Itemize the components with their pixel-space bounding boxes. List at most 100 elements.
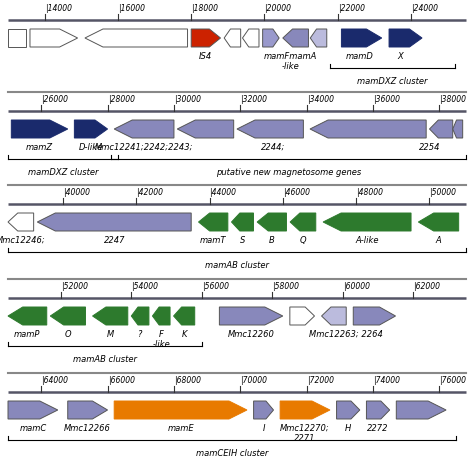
Polygon shape (321, 307, 346, 325)
Text: |26000: |26000 (41, 95, 68, 104)
Text: mamT: mamT (200, 236, 227, 245)
Polygon shape (8, 307, 47, 325)
Text: |44000: |44000 (210, 188, 237, 197)
Text: |72000: |72000 (307, 376, 334, 385)
Polygon shape (237, 120, 303, 138)
Polygon shape (310, 29, 327, 47)
Text: |18000: |18000 (191, 4, 218, 13)
Text: O: O (64, 330, 71, 339)
Text: H: H (345, 424, 351, 433)
Text: mamDXZ cluster: mamDXZ cluster (27, 168, 98, 177)
Text: Mmc12260: Mmc12260 (228, 330, 274, 339)
Polygon shape (74, 120, 108, 138)
Text: 2254: 2254 (419, 143, 440, 152)
Polygon shape (341, 29, 382, 47)
Polygon shape (453, 120, 463, 138)
Polygon shape (254, 401, 273, 419)
Text: |60000: |60000 (343, 282, 370, 291)
Polygon shape (199, 213, 228, 231)
Text: Mmc12241;2242;2243;: Mmc12241;2242;2243; (95, 143, 193, 152)
Text: |22000: |22000 (338, 4, 365, 13)
Polygon shape (243, 29, 259, 47)
Text: |66000: |66000 (108, 376, 135, 385)
Text: |24000: |24000 (411, 4, 438, 13)
Text: |46000: |46000 (283, 188, 310, 197)
Polygon shape (131, 307, 149, 325)
Text: Mmc12263; 2264: Mmc12263; 2264 (309, 330, 383, 339)
Polygon shape (85, 29, 188, 47)
Polygon shape (114, 401, 247, 419)
Text: X: X (397, 52, 403, 61)
Polygon shape (310, 120, 426, 138)
Text: mamAB cluster: mamAB cluster (205, 261, 269, 270)
Text: K: K (182, 330, 187, 339)
Text: |68000: |68000 (174, 376, 201, 385)
Text: |14000: |14000 (45, 4, 72, 13)
Text: |70000: |70000 (240, 376, 267, 385)
Polygon shape (30, 29, 78, 47)
Polygon shape (114, 120, 174, 138)
Text: |28000: |28000 (108, 95, 135, 104)
Text: IS4: IS4 (199, 52, 212, 61)
Text: mamDXZ cluster: mamDXZ cluster (357, 77, 428, 86)
Text: mamE: mamE (167, 424, 194, 433)
Text: Q: Q (300, 236, 306, 245)
Polygon shape (280, 401, 330, 419)
Text: |54000: |54000 (131, 282, 158, 291)
Text: |58000: |58000 (272, 282, 299, 291)
Text: |52000: |52000 (61, 282, 88, 291)
Polygon shape (92, 307, 128, 325)
Polygon shape (8, 29, 27, 47)
Polygon shape (37, 213, 191, 231)
Text: |48000: |48000 (356, 188, 383, 197)
Text: S: S (240, 236, 245, 245)
Polygon shape (11, 120, 68, 138)
Polygon shape (290, 213, 316, 231)
Polygon shape (68, 401, 108, 419)
Polygon shape (353, 307, 395, 325)
Polygon shape (177, 120, 234, 138)
Text: Mmc12266: Mmc12266 (64, 424, 111, 433)
Text: M: M (107, 330, 114, 339)
Polygon shape (224, 29, 241, 47)
Text: mamD: mamD (346, 52, 374, 61)
Polygon shape (8, 401, 58, 419)
Text: 2272: 2272 (367, 424, 389, 433)
Text: mamZ: mamZ (26, 143, 53, 152)
Text: mamCEIH cluster: mamCEIH cluster (196, 449, 268, 458)
Text: |20000: |20000 (264, 4, 292, 13)
Text: mamP: mamP (14, 330, 41, 339)
Text: Mmc12246;: Mmc12246; (0, 236, 46, 245)
Text: |30000: |30000 (174, 95, 201, 104)
Text: |32000: |32000 (240, 95, 267, 104)
Polygon shape (366, 401, 390, 419)
Text: A-like: A-like (356, 236, 379, 245)
Polygon shape (153, 307, 170, 325)
Text: ?: ? (138, 330, 142, 339)
Text: 2244;: 2244; (261, 143, 286, 152)
Polygon shape (389, 29, 422, 47)
Text: |40000: |40000 (63, 188, 90, 197)
Polygon shape (429, 120, 453, 138)
Text: B: B (269, 236, 274, 245)
Text: |42000: |42000 (136, 188, 163, 197)
Text: Mmc12270;
2271: Mmc12270; 2271 (280, 424, 330, 443)
Polygon shape (419, 213, 459, 231)
Text: |50000: |50000 (429, 188, 456, 197)
Text: D-like: D-like (79, 143, 103, 152)
Polygon shape (283, 29, 309, 47)
Text: |62000: |62000 (413, 282, 440, 291)
Text: putative new magnetosome genes: putative new magnetosome genes (216, 168, 361, 177)
Text: |74000: |74000 (373, 376, 400, 385)
Text: |38000: |38000 (439, 95, 466, 104)
Text: |36000: |36000 (373, 95, 400, 104)
Text: A: A (436, 236, 441, 245)
Polygon shape (323, 213, 411, 231)
Text: |64000: |64000 (41, 376, 68, 385)
Polygon shape (396, 401, 446, 419)
Text: mamFmamA
-like: mamFmamA -like (264, 52, 317, 71)
Polygon shape (191, 29, 220, 47)
Polygon shape (290, 307, 315, 325)
Text: |76000: |76000 (439, 376, 466, 385)
Polygon shape (263, 29, 279, 47)
